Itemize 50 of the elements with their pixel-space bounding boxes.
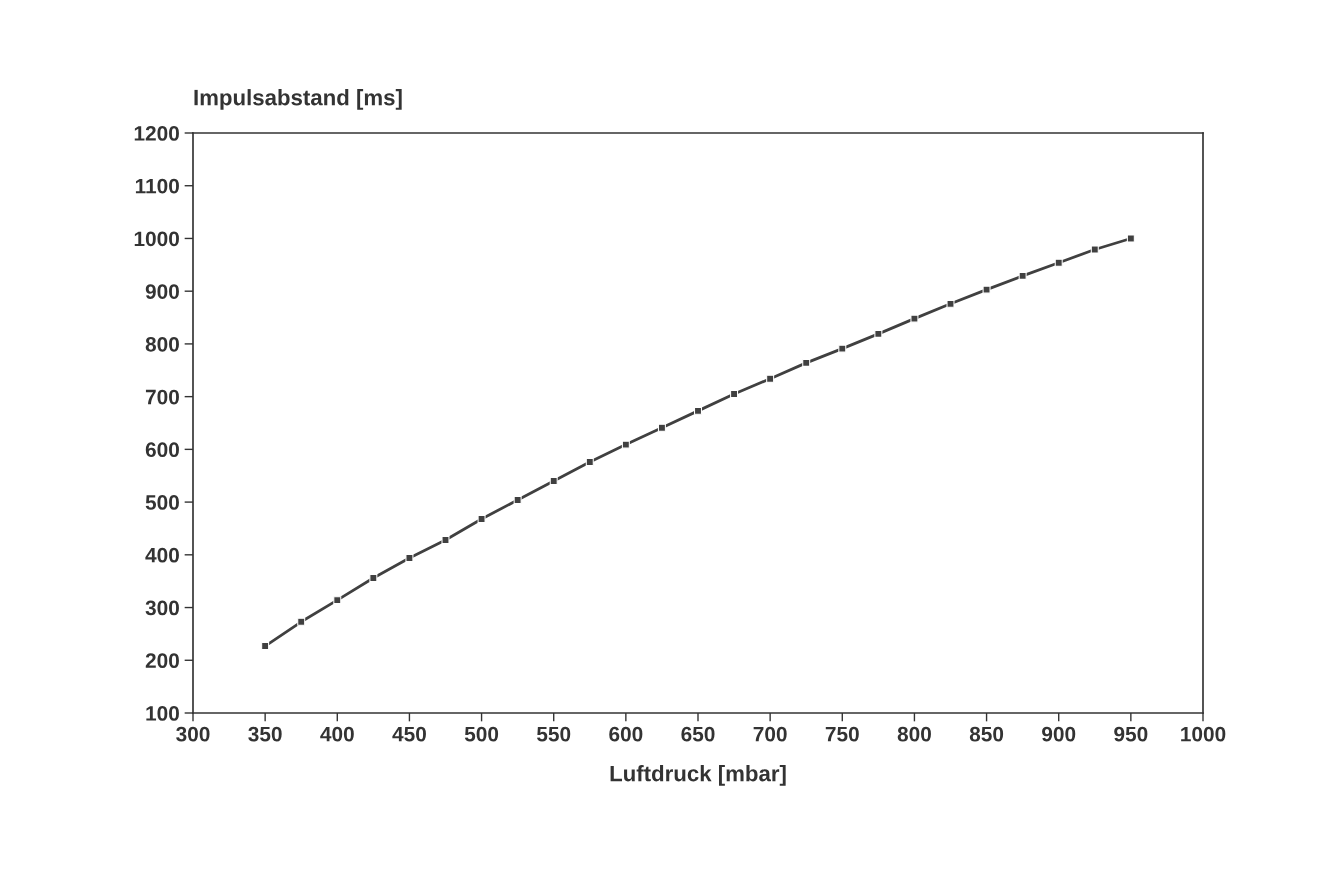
y-tick-label: 1100 <box>135 178 179 194</box>
x-tick-label: 950 <box>1114 726 1148 742</box>
point <box>1090 245 1099 254</box>
y-tick-label: 1200 <box>134 126 179 141</box>
point <box>513 495 522 504</box>
y-tick-label: 100 <box>146 706 179 721</box>
point <box>982 285 991 294</box>
x-tick-label: 450 <box>392 726 426 742</box>
point <box>874 329 883 338</box>
x-tick-label: 1000 <box>1181 726 1226 742</box>
x-axis-title: Luftdruck [mbar] <box>610 765 786 786</box>
point <box>1126 234 1135 243</box>
point <box>477 514 486 523</box>
x-tick-label: 300 <box>176 726 210 742</box>
y-tick-label: 900 <box>145 284 179 299</box>
point <box>297 617 306 626</box>
point <box>657 423 666 432</box>
x-tick-label: 500 <box>464 726 499 742</box>
x-tick-label: 550 <box>536 726 571 742</box>
x-tick-label: 800 <box>897 726 931 742</box>
y-tick-label: 500 <box>145 495 179 510</box>
point <box>766 374 775 383</box>
x-tick-label: 600 <box>609 726 643 742</box>
point <box>585 458 594 467</box>
x-tick-label: 650 <box>681 726 715 742</box>
point <box>369 574 378 583</box>
point <box>1054 258 1063 267</box>
x-tick-label: 350 <box>248 726 282 742</box>
y-tick-label: 400 <box>145 547 179 563</box>
y-tick-label: 200 <box>145 653 179 669</box>
y-tick-label: 300 <box>145 600 179 616</box>
x-tick-label: 750 <box>825 726 859 742</box>
point <box>549 477 558 485</box>
point <box>405 553 414 562</box>
point <box>694 406 702 415</box>
y-tick-label: 800 <box>145 336 179 352</box>
point <box>802 358 811 367</box>
x-tick-label: 400 <box>320 726 354 742</box>
point <box>838 344 847 353</box>
x-tick-label: 900 <box>1042 726 1076 742</box>
point <box>910 314 919 323</box>
point <box>730 390 739 398</box>
x-tick-label: 850 <box>969 726 1004 742</box>
point <box>621 440 630 449</box>
y-axis-title: Impulsabstand [ms] <box>194 89 402 110</box>
y-tick-label: 600 <box>145 442 179 458</box>
x-tick-label: 700 <box>753 726 787 742</box>
y-tick-label: 700 <box>145 389 179 405</box>
y-tick-label: 1000 <box>134 231 179 247</box>
point <box>333 596 342 605</box>
